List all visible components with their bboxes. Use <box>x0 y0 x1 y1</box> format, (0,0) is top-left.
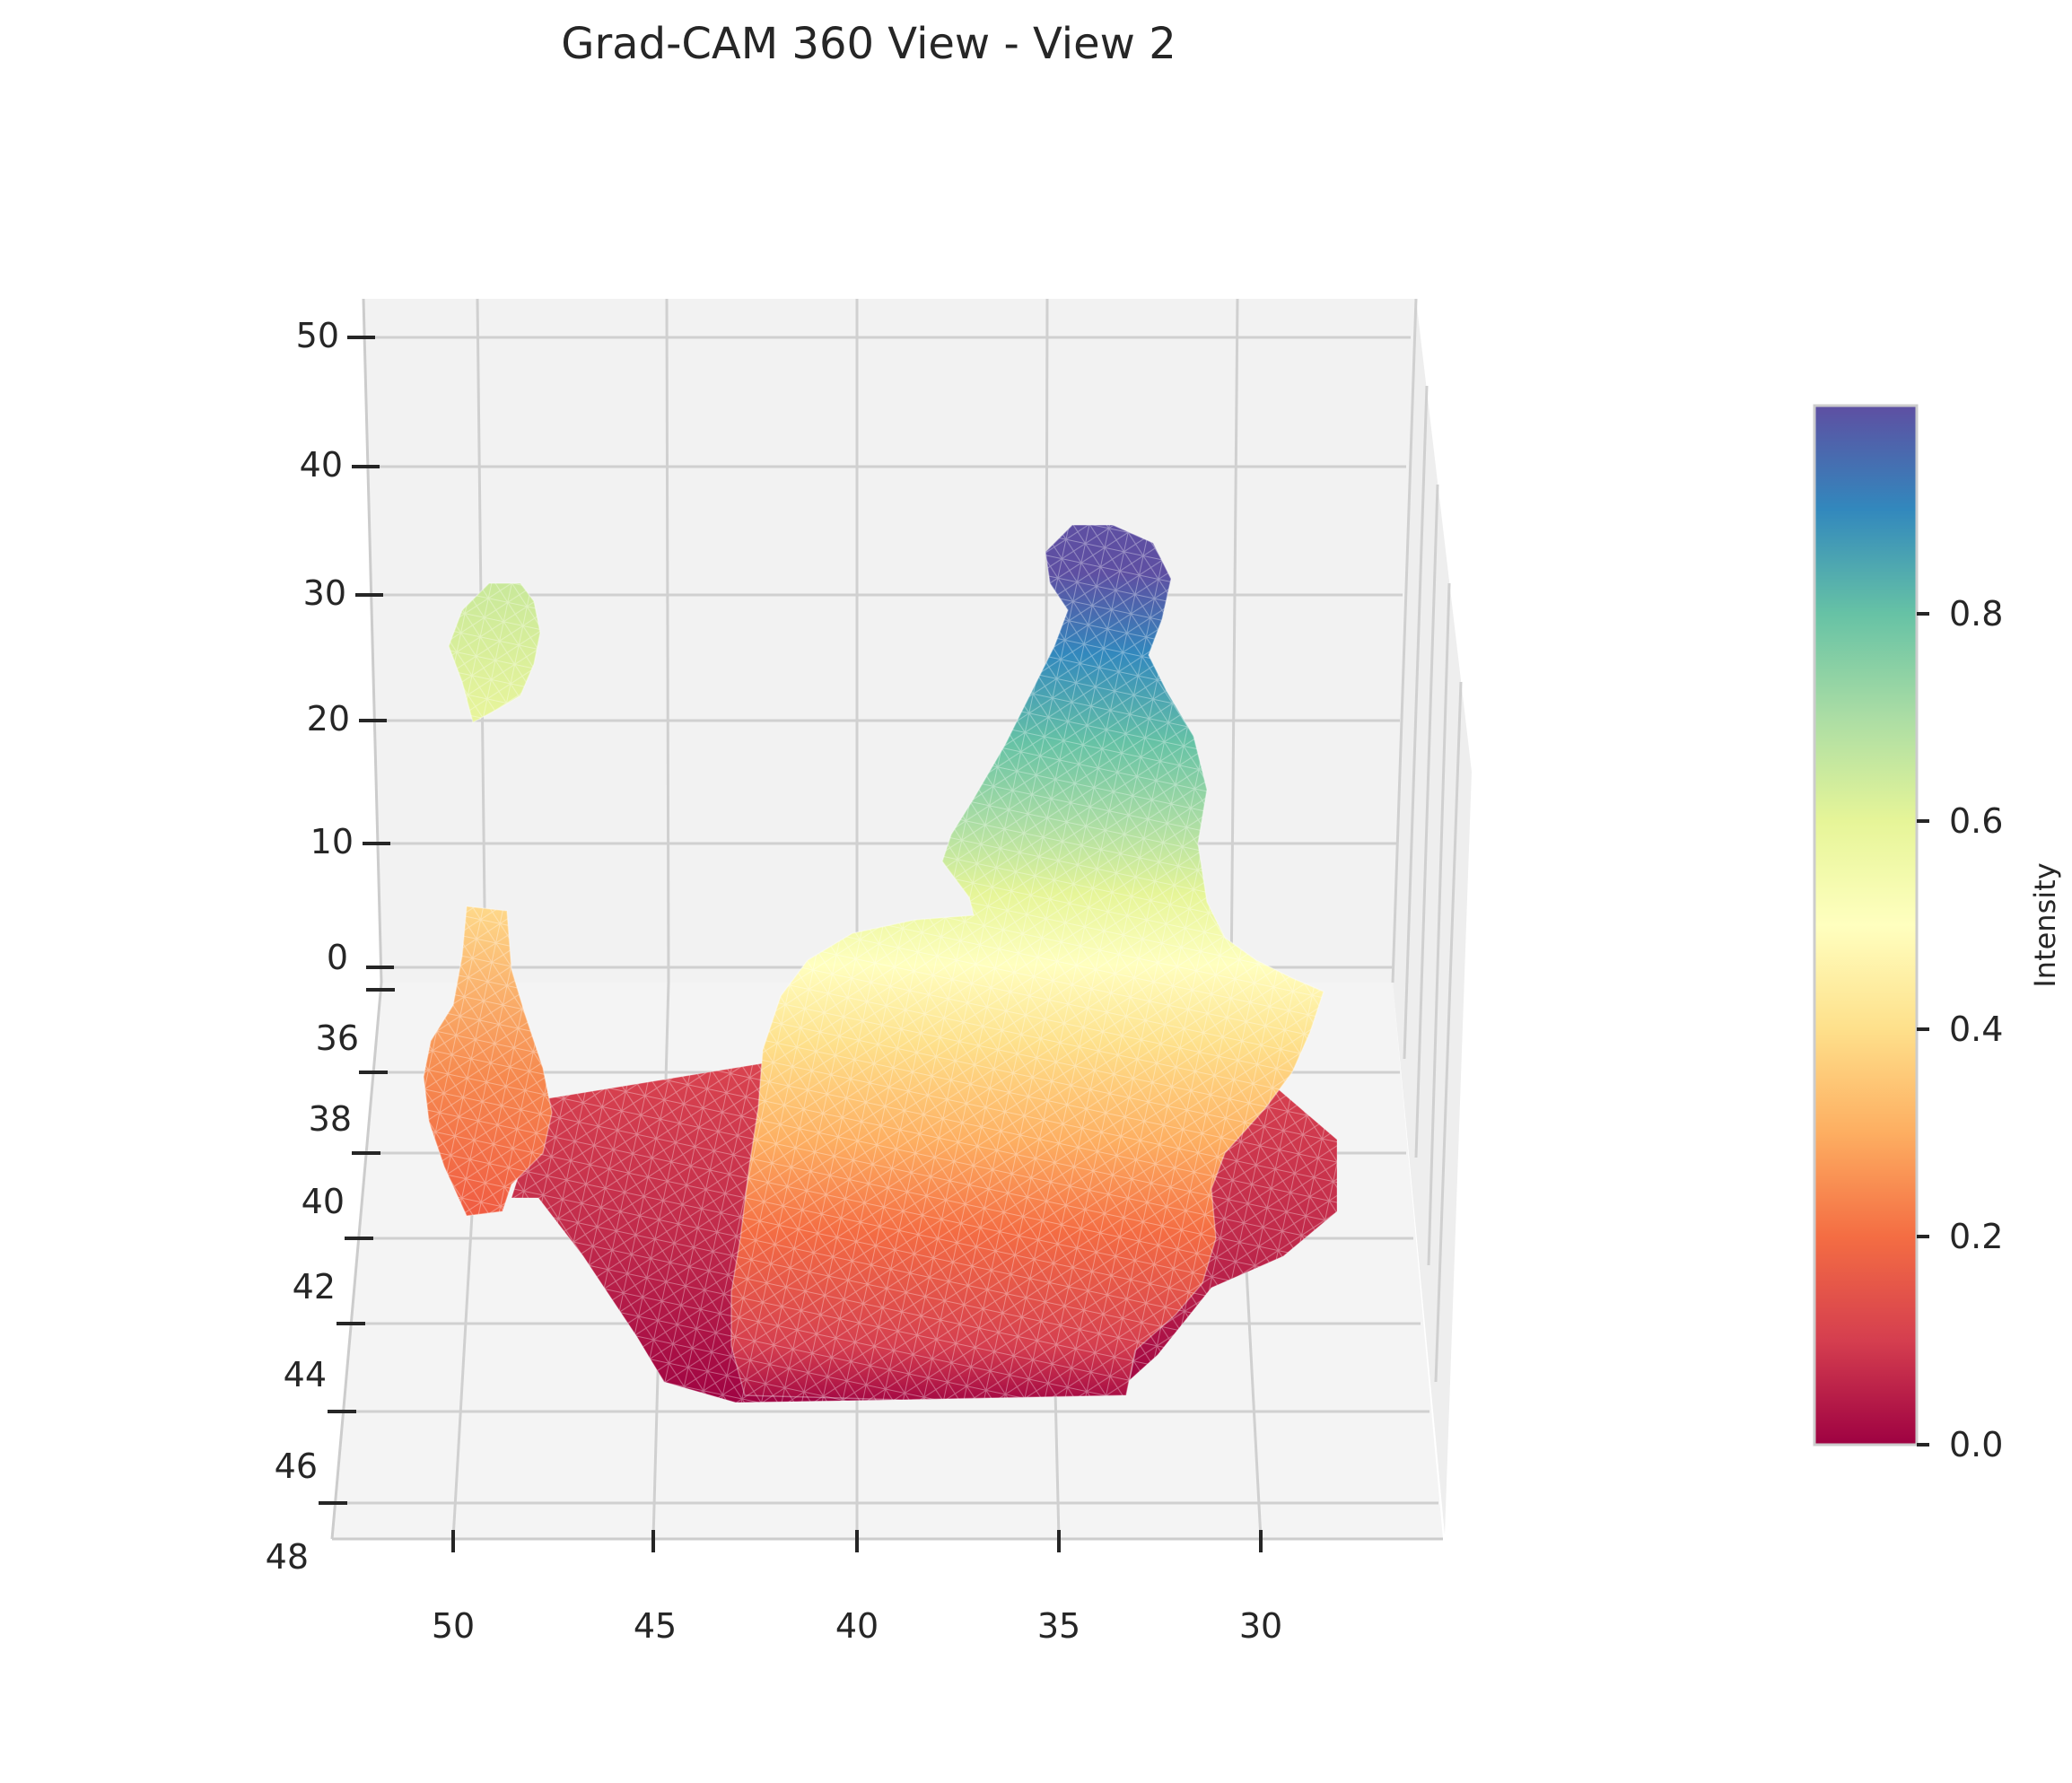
surface-lower-left-spike-mesh <box>424 906 552 1216</box>
z-axis-ticks: 50 40 30 20 10 0 <box>296 316 394 977</box>
x-tick-label: 45 <box>634 1606 677 1646</box>
z-tick-label: 30 <box>303 573 346 613</box>
z-tick-label: 50 <box>296 316 339 355</box>
axis-spines <box>330 298 1443 1541</box>
colorbar-tick-label: 0.4 <box>1949 1009 2003 1049</box>
colorbar-tick-label: 0.8 <box>1949 594 2003 634</box>
colorbar-tick-label: 0.2 <box>1949 1217 2003 1256</box>
x-tick-label: 40 <box>835 1606 879 1646</box>
x-tick-label: 30 <box>1239 1606 1282 1646</box>
y-tick-label: 46 <box>275 1447 318 1486</box>
right-pane <box>1393 299 1472 1534</box>
gridline <box>1434 681 1463 1383</box>
gridline <box>1427 582 1451 1266</box>
z-tick-label: 40 <box>300 445 343 485</box>
z-tick-label: 20 <box>307 699 350 739</box>
colorbar-gradient <box>1813 404 1919 1447</box>
chart-title: Grad-CAM 360 View - View 2 <box>561 19 1176 69</box>
y-tick-label: 48 <box>266 1537 309 1577</box>
surface-upper-left-fragment-mesh <box>449 583 540 722</box>
x-tick-label: 35 <box>1037 1606 1080 1646</box>
y-tick-label: 42 <box>293 1267 336 1307</box>
colorbar: 0.0 0.2 0.4 0.6 0.8 Intensity <box>1813 404 2062 1464</box>
gridline <box>1414 484 1439 1158</box>
colorbar-tick-label: 0.6 <box>1949 801 2003 841</box>
colorbar-tick-label: 0.0 <box>1949 1425 2003 1464</box>
z-tick-label: 0 <box>327 938 348 977</box>
y-tick-label: 44 <box>284 1355 327 1394</box>
x-axis-ticks: 50 45 40 35 30 <box>432 1530 1282 1646</box>
gridline <box>1391 298 1418 983</box>
y-tick-label: 40 <box>302 1182 345 1221</box>
y-tick-label: 38 <box>309 1099 352 1139</box>
x-tick-label: 50 <box>432 1606 475 1646</box>
surface <box>423 524 1338 1403</box>
colorbar-label: Intensity <box>2028 862 2062 987</box>
y-tick-label: 36 <box>316 1018 359 1058</box>
y-axis-line <box>330 982 383 1540</box>
z-axis-line <box>362 298 383 983</box>
y-axis-ticks: 36 38 40 42 44 46 48 <box>266 988 395 1577</box>
z-tick-label: 10 <box>310 822 354 861</box>
gridline <box>665 298 670 983</box>
gridline <box>1403 385 1429 1060</box>
gridline <box>1229 298 1239 983</box>
surface-main-blob-mesh <box>731 525 1324 1400</box>
